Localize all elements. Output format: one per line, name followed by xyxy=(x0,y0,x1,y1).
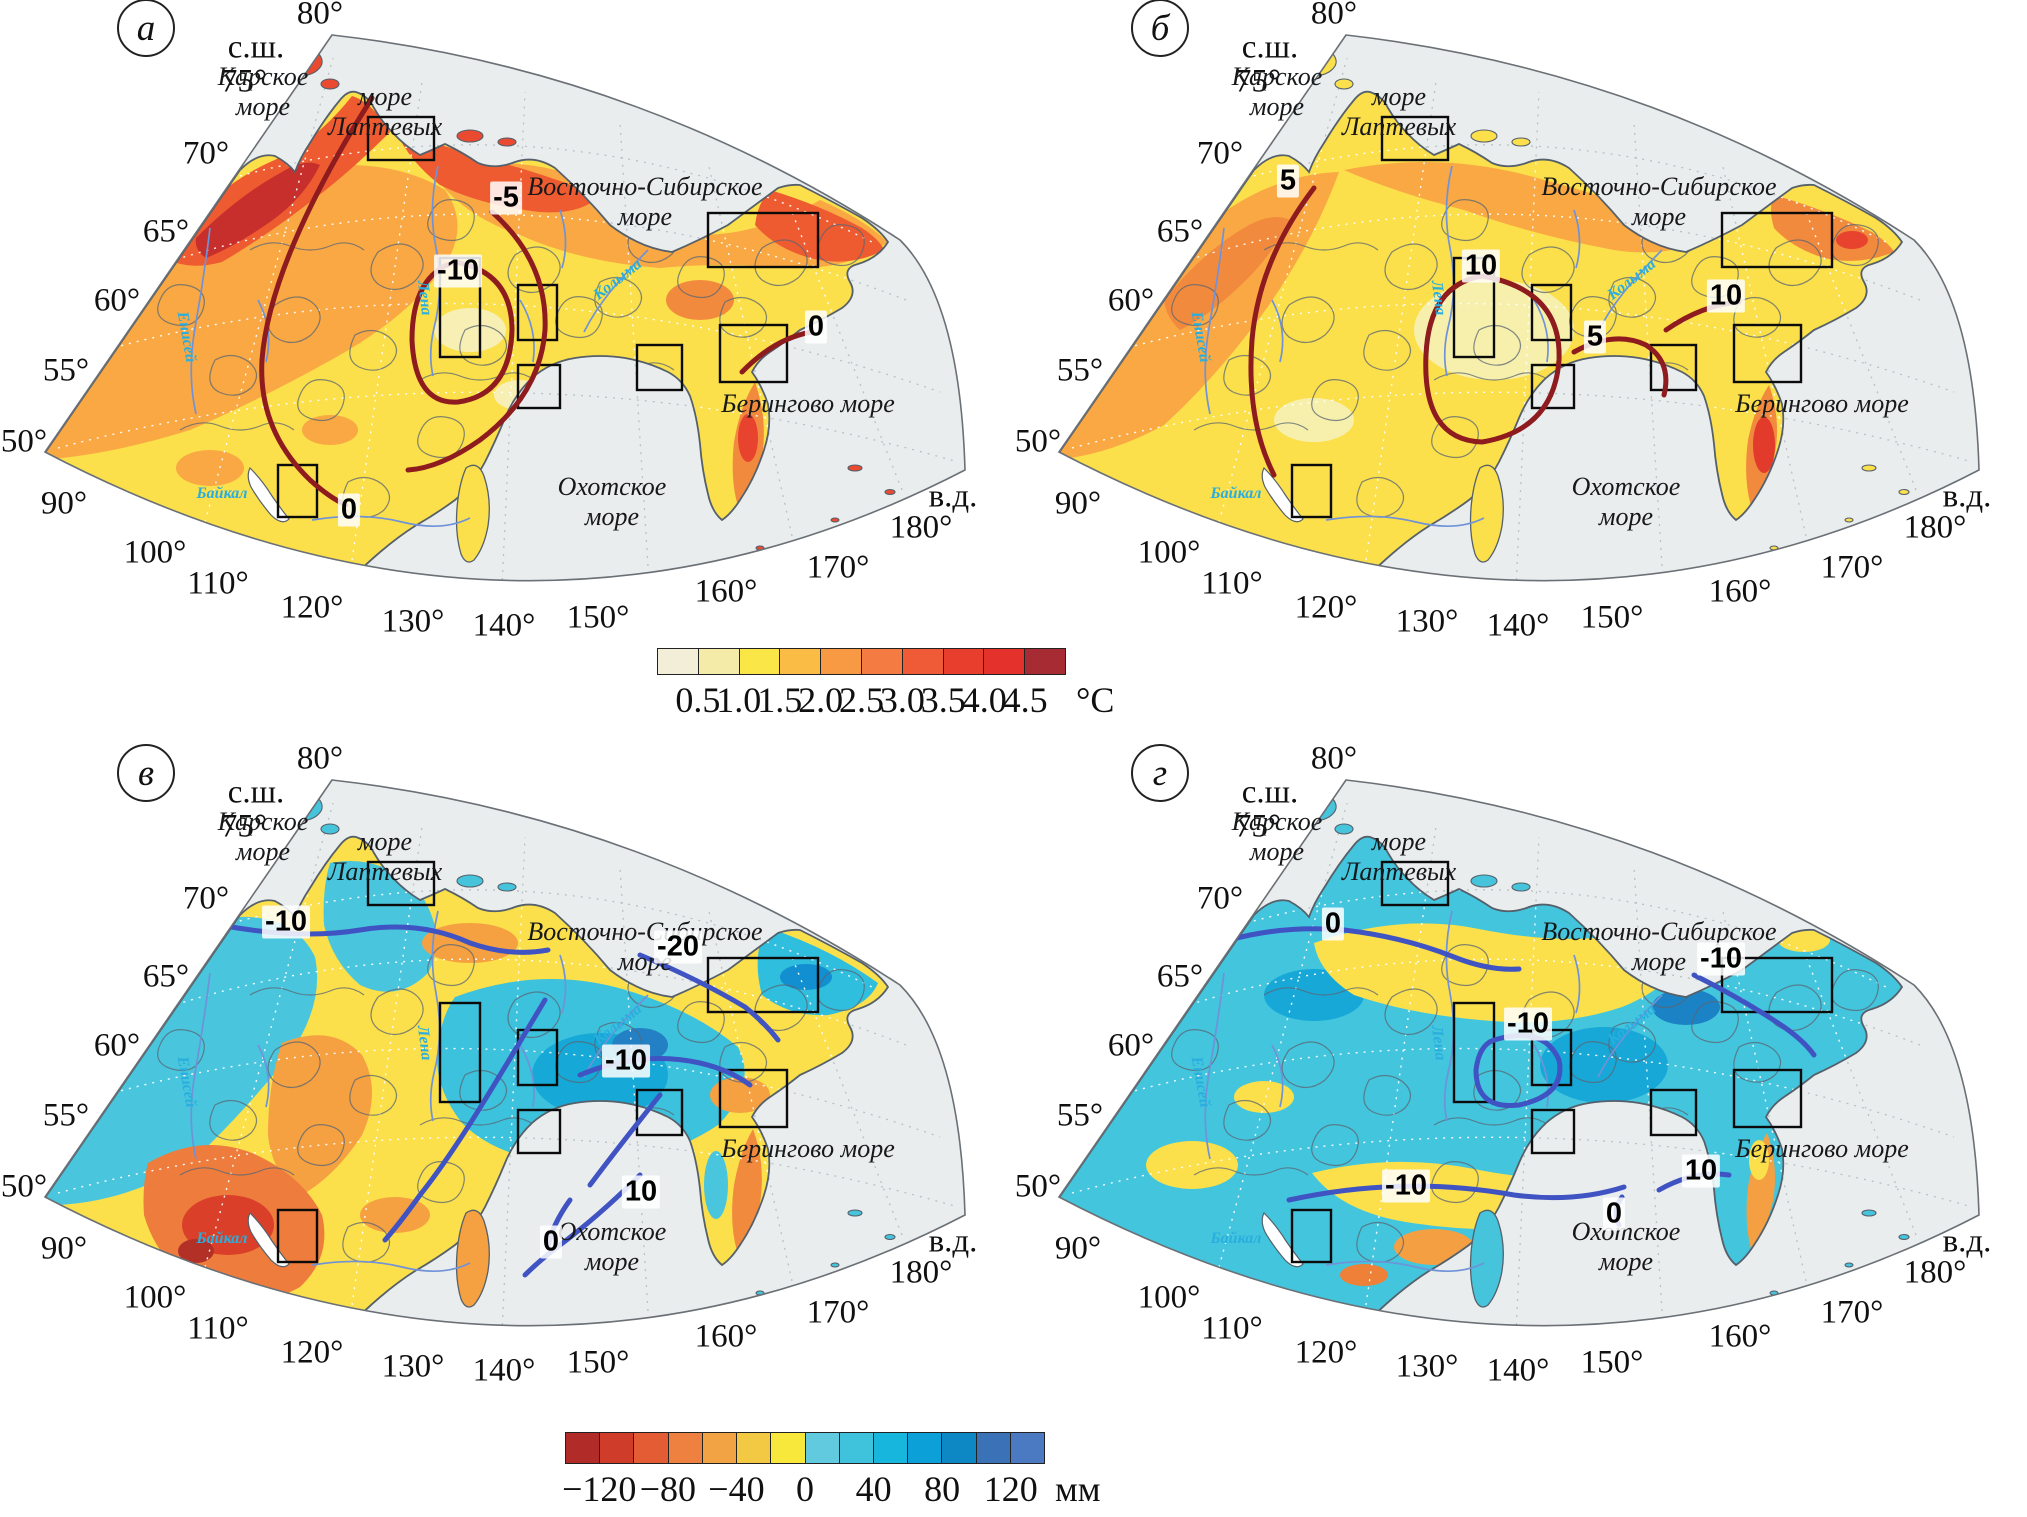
temperature-colorbar-cells xyxy=(657,648,1066,675)
map-panel-b: 80° с.ш. 75° 70° 65° 60° 55° 50° 90° 100° 110° 120°… xyxy=(1014,0,2027,660)
panel-letter-a: а xyxy=(117,0,175,57)
panel-letter-g: г xyxy=(1131,744,1189,802)
map-panel-g: 80° с.ш. 75° 70° 65° 60° 55° 50° 90° 100° 110° 120°… xyxy=(1014,741,2027,1405)
colorbar-tick: 0 xyxy=(796,1469,814,1509)
colorbar-tick: −80 xyxy=(639,1469,696,1509)
colorbar-unit: мм xyxy=(1055,1469,1101,1509)
map-canvas-g xyxy=(1058,779,1980,1327)
panel-letter-b: б xyxy=(1131,0,1189,57)
colorbar-cell xyxy=(736,1433,771,1463)
colorbar-cell xyxy=(633,1433,668,1463)
colorbar-tick: 1.0 xyxy=(716,680,762,720)
colorbar-cell xyxy=(667,1433,702,1463)
precipitation-colorbar-cells xyxy=(565,1432,1045,1464)
colorbar-cell xyxy=(901,649,943,674)
colorbar-cell xyxy=(983,649,1025,674)
colorbar-cell xyxy=(907,1433,942,1463)
colorbar-cell xyxy=(770,1433,805,1463)
temperature-colorbar-ticks: 0.5 1.0 1.5 2.0 2.5 3.0 3.5 4.0 4.5 °C xyxy=(657,679,1114,725)
colorbar-tick: 2.0 xyxy=(798,680,844,720)
colorbar-cell xyxy=(820,649,861,674)
map-canvas-v xyxy=(44,779,966,1327)
colorbar-tick: 40 xyxy=(855,1469,892,1509)
colorbar-unit: °C xyxy=(1076,680,1115,720)
colorbar-tick: −40 xyxy=(708,1469,765,1509)
colorbar-cell xyxy=(658,649,698,674)
colorbar-cell xyxy=(566,1433,600,1463)
colorbar-cell xyxy=(738,649,780,674)
precipitation-colorbar-ticks: −120 −80 −40 0 40 80 120 мм xyxy=(562,1468,1100,1514)
colorbar-cell xyxy=(941,1433,976,1463)
colorbar-tick: 0.5 xyxy=(675,680,721,720)
colorbar-cell xyxy=(860,649,902,674)
colorbar-tick: 4.0 xyxy=(961,680,1007,720)
temperature-colorbar: 0.5 1.0 1.5 2.0 2.5 3.0 3.5 4.0 4.5 °C xyxy=(657,648,1114,725)
colorbar-cell xyxy=(697,649,739,674)
colorbar-tick: 1.5 xyxy=(757,680,803,720)
colorbar-cell xyxy=(975,1433,1010,1463)
colorbar-tick: 120 xyxy=(983,1469,1038,1509)
colorbar-tick: 2.5 xyxy=(839,680,884,720)
colorbar-cell xyxy=(872,1433,908,1463)
colorbar-cell xyxy=(779,649,821,674)
colorbar-cell xyxy=(1024,649,1065,674)
colorbar-cell xyxy=(1009,1433,1045,1463)
colorbar-tick: 3.5 xyxy=(920,680,966,720)
precipitation-colorbar: −120 −80 −40 0 40 80 120 мм xyxy=(562,1432,1101,1514)
map-panel-a: 80° с.ш. 75° 70° 65° 60° 55° 50° 90° 100° 110° 120°… xyxy=(0,0,1013,660)
temperature-contour-lines xyxy=(259,95,815,508)
colorbar-cell xyxy=(599,1433,634,1463)
colorbar-tick: 3.0 xyxy=(879,680,925,720)
map-panel-v: 80° с.ш. 75° 70° 65° 60° 55° 50° 90° 100° 110° 120°… xyxy=(0,741,1013,1405)
map-canvas-b xyxy=(1058,34,1980,582)
colorbar-cell xyxy=(942,649,984,674)
colorbar-tick: 4.5 xyxy=(1002,680,1048,720)
colorbar-cell xyxy=(838,1433,873,1463)
map-canvas-a xyxy=(44,34,966,582)
panel-letter-v: в xyxy=(117,744,175,802)
colorbar-cell xyxy=(701,1433,737,1463)
colorbar-tick: −120 xyxy=(562,1469,637,1509)
colorbar-cell xyxy=(804,1433,839,1463)
colorbar-tick: 80 xyxy=(924,1469,961,1509)
